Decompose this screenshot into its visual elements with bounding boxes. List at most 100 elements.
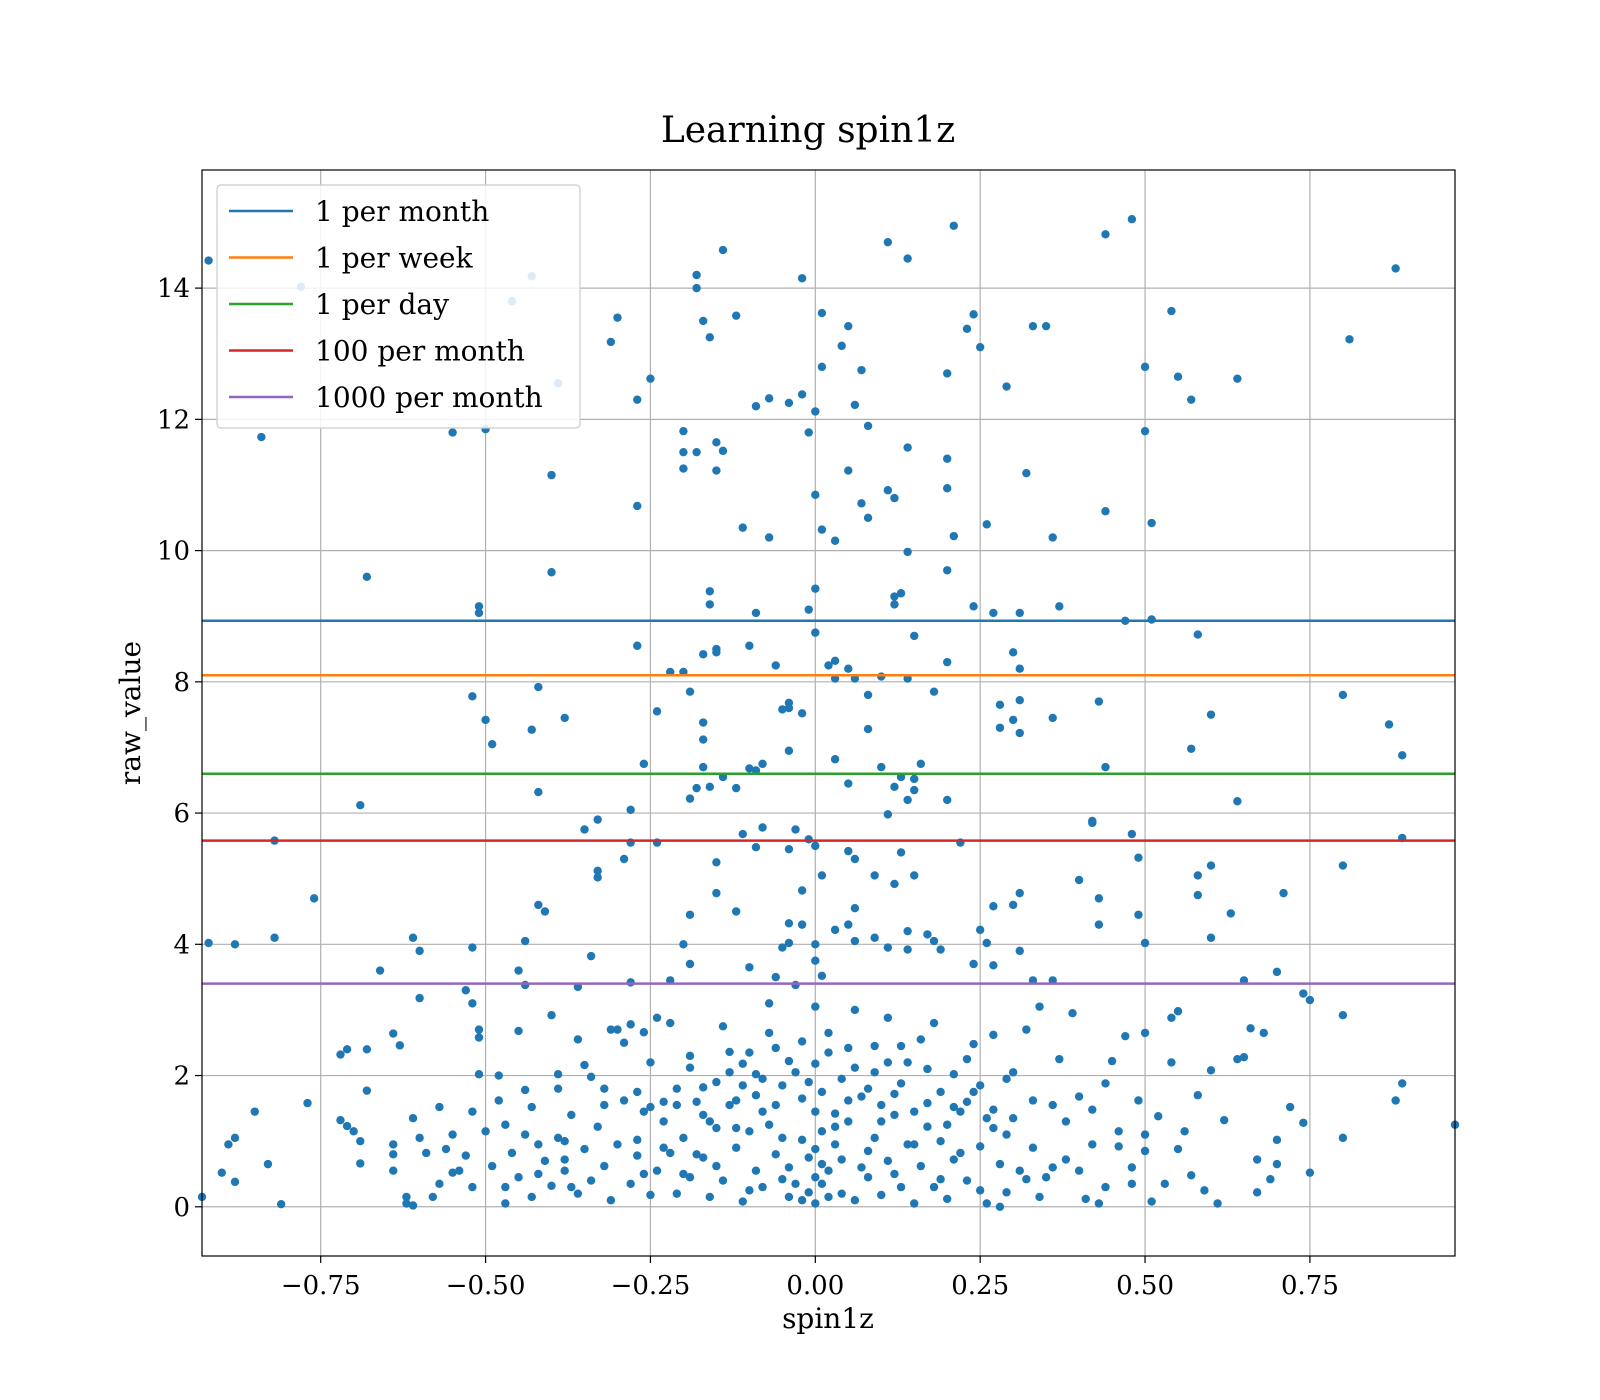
- scatter-point: [784, 746, 794, 755]
- scatter-point: [534, 900, 543, 910]
- scatter-point: [408, 1201, 418, 1210]
- scatter-point: [606, 337, 616, 347]
- scatter-point: [224, 1140, 233, 1149]
- scatter-point: [725, 1047, 734, 1057]
- scatter-point: [797, 390, 807, 399]
- scatter-point: [679, 940, 688, 949]
- scatter-point: [910, 774, 919, 784]
- scatter-point: [1002, 1074, 1011, 1084]
- scatter-point: [692, 447, 701, 457]
- scatter-point: [520, 936, 530, 946]
- scatter-point: [764, 394, 774, 403]
- scatter-point: [573, 1189, 583, 1198]
- scatter-point: [514, 966, 523, 975]
- scatter-point: [1094, 697, 1104, 706]
- scatter-point: [1147, 1197, 1156, 1206]
- scatter-point: [989, 902, 998, 911]
- scatter-point: [745, 1048, 754, 1057]
- scatter-point: [1345, 335, 1354, 344]
- scatter-point: [791, 1068, 800, 1077]
- scatter-point: [956, 1148, 965, 1158]
- scatter-point: [699, 1153, 708, 1162]
- scatter-point: [784, 398, 794, 408]
- scatter-point: [652, 707, 662, 716]
- scatter-point: [1015, 728, 1024, 738]
- scatter-point: [989, 1123, 998, 1133]
- scatter-point: [1022, 468, 1031, 478]
- scatter-point: [1338, 861, 1348, 870]
- scatter-point: [580, 825, 589, 834]
- scatter-point: [758, 759, 767, 769]
- scatter-point: [883, 810, 893, 819]
- plot-frame: [201, 169, 1456, 1257]
- scatter-point: [1022, 1025, 1031, 1034]
- scatter-point: [850, 400, 860, 410]
- scatter-point: [797, 709, 807, 718]
- scatter-point: [738, 523, 747, 532]
- scatter-point: [527, 725, 536, 734]
- scatter-point: [863, 513, 873, 522]
- scatter-point: [949, 531, 958, 541]
- scatter-point: [844, 1096, 853, 1105]
- scatter-point: [1193, 1091, 1203, 1100]
- scatter-point: [844, 664, 853, 673]
- scatter-point: [731, 1096, 741, 1105]
- scatter-point: [956, 1107, 965, 1116]
- scatter-point: [639, 1028, 649, 1037]
- scatter-point: [494, 1096, 503, 1105]
- y-axis-label: raw_value: [114, 641, 147, 785]
- scatter-point: [342, 1045, 352, 1054]
- scatter-point: [811, 1199, 820, 1208]
- scatter-point: [731, 907, 741, 916]
- scatter-point: [619, 854, 629, 864]
- scatter-point: [1391, 264, 1400, 273]
- scatter-point: [877, 672, 886, 681]
- scatter-point: [679, 464, 688, 473]
- scatter-point: [474, 1070, 484, 1079]
- scatter-point: [1028, 1143, 1038, 1152]
- scatter-point: [1127, 829, 1137, 839]
- scatter-point: [1272, 1135, 1282, 1145]
- scatter-point: [936, 1175, 945, 1184]
- scatter-point: [1233, 797, 1242, 806]
- scatter-point: [520, 1085, 530, 1095]
- scatter-point: [501, 1199, 510, 1208]
- scatter-point: [534, 682, 543, 692]
- scatter-point: [633, 1135, 642, 1145]
- scatter-point: [791, 825, 800, 834]
- scatter-point: [817, 362, 827, 372]
- x-axis-ticks: −0.75 −0.50 −0.25 0.00 0.25 0.50 0.75: [281, 1256, 1339, 1301]
- scatter-point: [520, 980, 530, 990]
- scatter-point: [1081, 1194, 1090, 1204]
- scatter-point: [811, 841, 820, 851]
- scatter-point: [586, 1072, 596, 1082]
- scatter-point: [356, 800, 365, 810]
- scatter-point: [811, 1059, 820, 1068]
- scatter-point: [626, 1179, 635, 1189]
- scatter-point: [362, 572, 372, 582]
- scatter-point: [705, 600, 714, 609]
- scatter-point: [613, 1140, 622, 1149]
- scatter-point: [784, 844, 794, 854]
- scatter-point: [877, 1190, 886, 1200]
- scatter-point: [863, 724, 873, 734]
- x-tick-label: 0.75: [1281, 1271, 1339, 1301]
- scatter-point: [824, 1166, 833, 1175]
- scatter-point: [699, 316, 708, 326]
- scatter-point: [633, 1151, 642, 1160]
- scatter-point: [1206, 1066, 1216, 1075]
- scatter-point: [1008, 648, 1018, 657]
- scatter-point: [982, 520, 991, 529]
- scatter-point: [553, 1084, 563, 1093]
- scatter-point: [797, 1135, 807, 1145]
- scatter-point: [890, 1110, 899, 1120]
- scatter-point: [468, 943, 477, 952]
- scatter-point: [1252, 1155, 1262, 1164]
- scatter-point: [923, 1098, 932, 1108]
- scatter-point: [797, 1196, 807, 1205]
- scatter-point: [1160, 1179, 1170, 1189]
- scatter-point: [943, 454, 952, 463]
- scatter-point: [685, 959, 695, 969]
- scatter-point: [764, 1120, 774, 1129]
